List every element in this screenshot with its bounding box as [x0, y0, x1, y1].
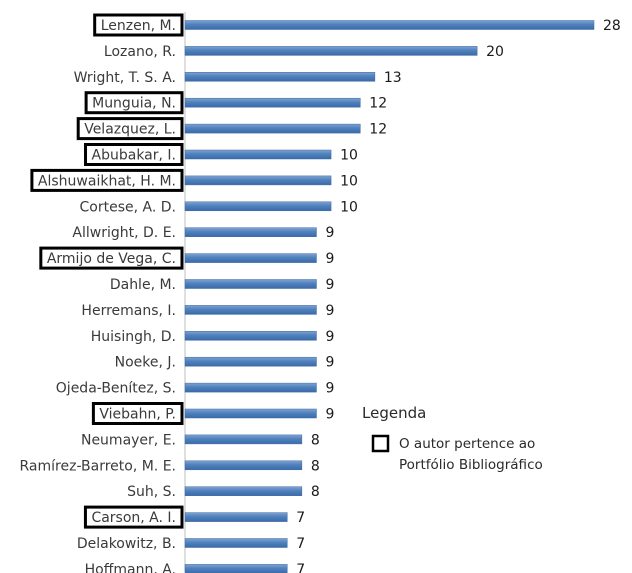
category-label: Allwright, D. E. [72, 225, 176, 241]
bar [184, 305, 317, 315]
value-label: 9 [325, 303, 334, 319]
legend-text-line2: Portfólio Bibliográfico [399, 457, 543, 473]
bar [184, 20, 595, 30]
value-label: 9 [325, 225, 334, 241]
category-label: Alshuwaikhat, H. M. [38, 173, 176, 189]
highlight-box [84, 91, 184, 115]
value-label: 9 [325, 381, 334, 397]
highlight-box [84, 143, 184, 166]
category-label: Abubakar, I. [92, 148, 176, 164]
value-label: 12 [369, 122, 387, 138]
value-label: 9 [325, 407, 334, 423]
legend-text-line1: O autor pertence ao [399, 436, 535, 452]
bar [184, 434, 303, 445]
category-label: Noeke, J. [115, 355, 176, 371]
value-label: 10 [340, 173, 358, 189]
value-label: 7 [296, 562, 305, 573]
value-label: 13 [384, 70, 402, 86]
value-label: 12 [369, 96, 387, 112]
bar [184, 564, 288, 573]
bar [184, 123, 361, 134]
value-label: 10 [340, 148, 358, 164]
bar [184, 486, 303, 496]
value-label: 7 [296, 510, 305, 526]
bar [184, 72, 376, 82]
category-label: Viebahn, P. [99, 407, 176, 423]
value-label: 10 [340, 199, 358, 215]
category-label: Suh, S. [127, 484, 176, 500]
category-label: Delakowitz, B. [77, 536, 176, 552]
value-label: 8 [311, 432, 320, 448]
legend-title: Legenda [362, 404, 426, 422]
value-label: 20 [486, 44, 504, 60]
category-label: Ramírez-Barreto, M. E. [20, 458, 176, 474]
category-label: Neumayer, E. [81, 432, 176, 448]
value-label: 8 [311, 484, 320, 500]
bar [184, 460, 303, 471]
category-label: Hoffmann, A. [85, 562, 176, 573]
bar [184, 227, 317, 237]
category-label: Lenzen, M. [101, 18, 176, 34]
bar [184, 279, 317, 289]
bar [184, 201, 332, 212]
category-label: Munguia, N. [92, 96, 176, 112]
category-label: Wright, T. S. A. [74, 70, 176, 86]
bar [184, 408, 317, 419]
value-label: 9 [325, 277, 334, 293]
highlight-box [93, 13, 184, 37]
highlight-box [30, 168, 184, 192]
value-label: 9 [325, 329, 334, 345]
category-label: Ojeda-Benítez, S. [56, 381, 176, 397]
category-label: Velazquez, L. [84, 122, 176, 138]
legend-swatch [371, 434, 390, 453]
bar [184, 97, 361, 108]
bar [184, 253, 317, 263]
bar [184, 175, 332, 186]
bar [184, 331, 317, 341]
highlight-box [91, 402, 184, 425]
highlight-box [39, 246, 184, 270]
highlight-box [83, 505, 184, 529]
bar [184, 538, 288, 548]
bar [184, 356, 317, 367]
legend: Legenda O autor pertence ao Portfólio Bi… [362, 404, 543, 473]
highlight-box [76, 117, 184, 141]
value-label: 7 [296, 536, 305, 552]
value-label: 9 [325, 251, 334, 267]
category-label: Herremans, I. [81, 303, 176, 319]
category-label: Cortese, A. D. [80, 199, 176, 215]
value-label: 28 [603, 18, 621, 34]
bar [184, 382, 317, 393]
category-label: Armijo de Vega, C. [47, 251, 176, 267]
bar [184, 149, 332, 160]
value-label: 9 [325, 355, 334, 371]
value-label: 8 [311, 458, 320, 474]
category-label: Huisingh, D. [91, 329, 176, 345]
bar [184, 512, 288, 522]
category-label: Carson, A. I. [91, 510, 176, 526]
category-label: Dahle, M. [110, 277, 176, 293]
category-label: Lozano, R. [104, 44, 176, 60]
bar [184, 46, 478, 56]
